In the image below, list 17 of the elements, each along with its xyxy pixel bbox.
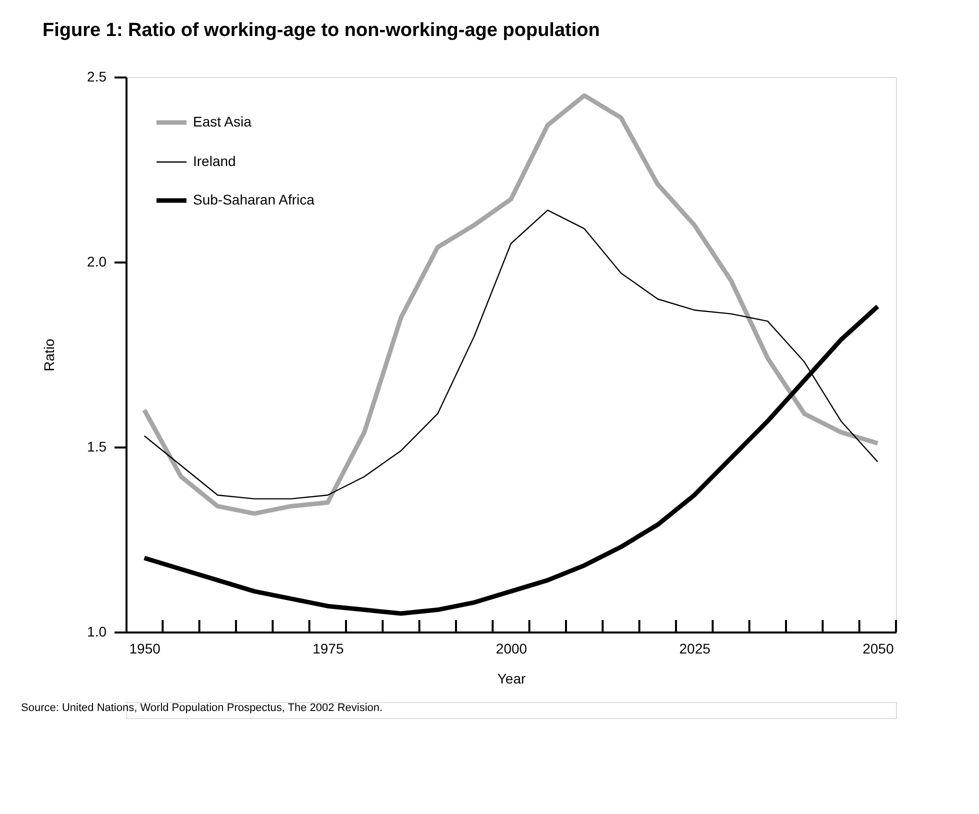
y-tick-label: 2.0	[87, 254, 107, 270]
legend-label: Ireland	[193, 153, 236, 169]
y-tick-label: 1.0	[87, 624, 107, 640]
legend-label: Sub-Saharan Africa	[193, 192, 315, 208]
y-tick-label: 1.5	[87, 438, 107, 454]
line-series	[142, 93, 880, 516]
x-tick-label: 2025	[679, 640, 711, 656]
y-axis-title: Ratio	[41, 338, 58, 372]
x-tick-label: 1950	[129, 640, 161, 656]
x-tick-label: 1975	[312, 640, 344, 656]
legend-label: East Asia	[193, 114, 252, 130]
x-tick-label: 2050	[862, 640, 894, 656]
chart-title: Figure 1: Ratio of working-age to non-working-age population	[42, 20, 600, 41]
source-note: Source: United Nations, World Population Prospectus, The 2002 Revision.	[21, 702, 383, 714]
x-tick-label: 2000	[496, 640, 528, 656]
y-tick-label: 2.5	[87, 68, 107, 84]
x-axis-title: Year	[497, 670, 526, 686]
